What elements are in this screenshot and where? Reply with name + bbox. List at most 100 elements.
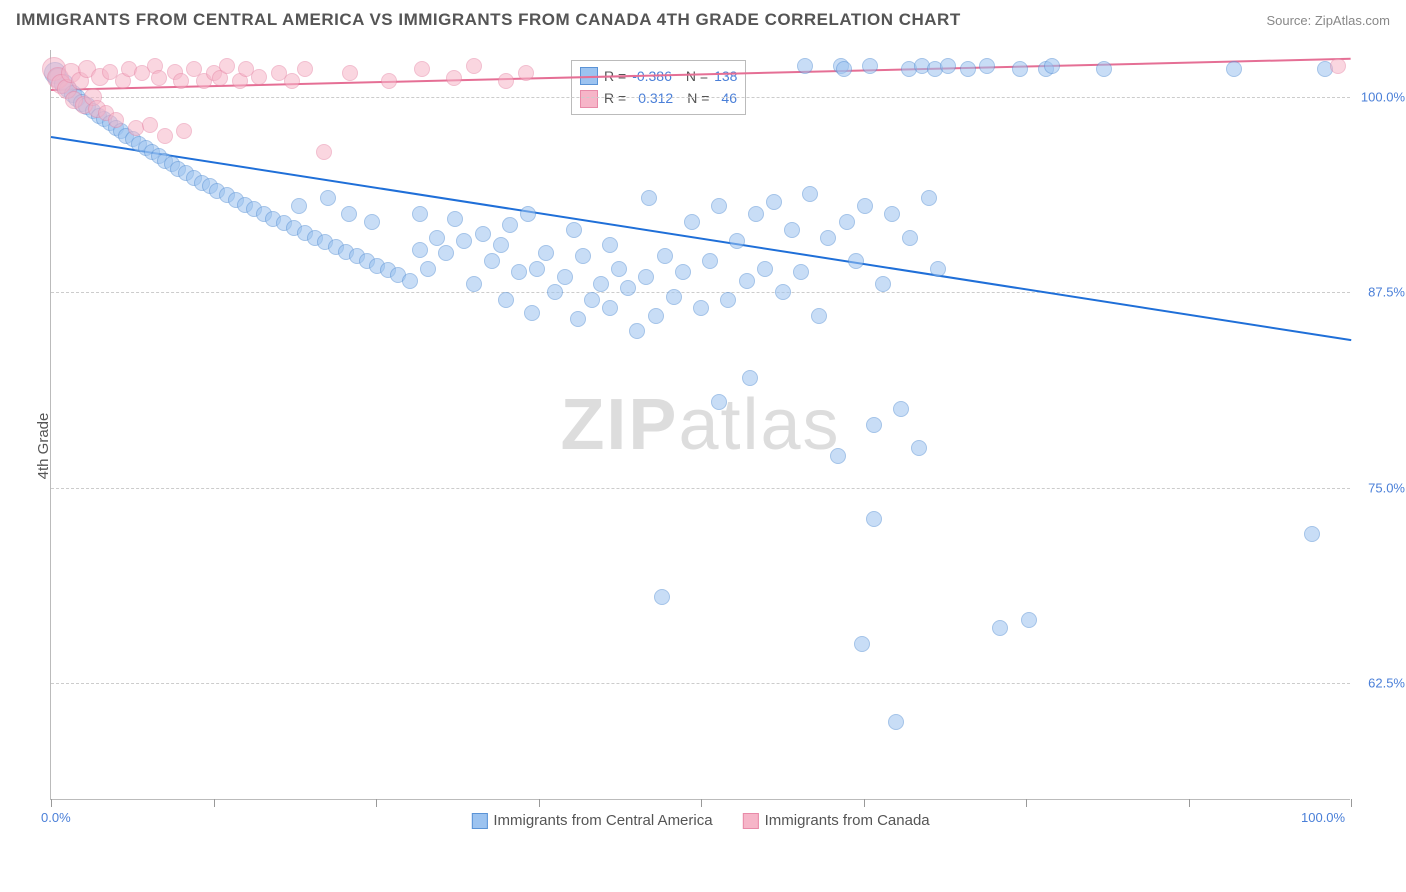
data-point: [830, 448, 846, 464]
data-point: [857, 198, 873, 214]
data-point: [602, 237, 618, 253]
data-point: [498, 73, 514, 89]
data-point: [979, 58, 995, 74]
data-point: [566, 222, 582, 238]
stats-legend-box: R = -0.386 N = 138 R = 0.312 N = 46: [571, 60, 746, 115]
data-point: [284, 73, 300, 89]
data-point: [720, 292, 736, 308]
data-point: [602, 300, 618, 316]
data-point: [684, 214, 700, 230]
x-tick: [701, 799, 702, 807]
data-point: [611, 261, 627, 277]
data-point: [219, 58, 235, 74]
data-point: [341, 206, 357, 222]
x-tick: [51, 799, 52, 807]
data-point: [524, 305, 540, 321]
legend-swatch-1: [471, 813, 487, 829]
data-point: [173, 73, 189, 89]
data-point: [1304, 526, 1320, 542]
data-point: [498, 292, 514, 308]
watermark: ZIPatlas: [560, 384, 840, 466]
data-point: [711, 198, 727, 214]
x-tick-label: 100.0%: [1301, 810, 1345, 825]
n-label-1: N =: [686, 65, 708, 87]
data-point: [836, 61, 852, 77]
data-point: [466, 58, 482, 74]
data-point: [739, 273, 755, 289]
data-point: [775, 284, 791, 300]
source-link[interactable]: ZipAtlas.com: [1315, 13, 1390, 28]
data-point: [866, 511, 882, 527]
data-point: [893, 401, 909, 417]
data-point: [960, 61, 976, 77]
data-point: [412, 206, 428, 222]
x-tick: [1026, 799, 1027, 807]
data-point: [675, 264, 691, 280]
data-point: [797, 58, 813, 74]
y-tick-label: 75.0%: [1368, 480, 1405, 495]
watermark-atlas: atlas: [678, 385, 840, 465]
x-tick: [214, 799, 215, 807]
y-tick-label: 87.5%: [1368, 285, 1405, 300]
data-point: [839, 214, 855, 230]
gridline: [51, 292, 1350, 293]
data-point: [862, 58, 878, 74]
data-point: [420, 261, 436, 277]
data-point: [657, 248, 673, 264]
r-label-2: R =: [604, 87, 626, 109]
data-point: [402, 273, 418, 289]
data-point: [729, 233, 745, 249]
chart-header: IMMIGRANTS FROM CENTRAL AMERICA VS IMMIG…: [16, 10, 1390, 30]
data-point: [888, 714, 904, 730]
data-point: [108, 112, 124, 128]
legend-item-series2: Immigrants from Canada: [743, 812, 930, 829]
data-point: [538, 245, 554, 261]
data-point: [518, 65, 534, 81]
data-point: [748, 206, 764, 222]
data-point: [446, 70, 462, 86]
data-point: [1044, 58, 1060, 74]
stats-row-series2: R = 0.312 N = 46: [580, 87, 737, 109]
data-point: [1096, 61, 1112, 77]
data-point: [466, 276, 482, 292]
data-point: [251, 69, 267, 85]
swatch-series2: [580, 90, 598, 108]
x-tick: [376, 799, 377, 807]
watermark-zip: ZIP: [560, 385, 678, 465]
data-point: [142, 117, 158, 133]
data-point: [811, 308, 827, 324]
data-point: [438, 245, 454, 261]
data-point: [456, 233, 472, 249]
data-point: [297, 61, 313, 77]
data-point: [654, 589, 670, 605]
legend-label-1: Immigrants from Central America: [493, 812, 712, 829]
data-point: [711, 394, 727, 410]
data-point: [648, 308, 664, 324]
data-point: [429, 230, 445, 246]
y-tick-label: 62.5%: [1368, 675, 1405, 690]
x-tick: [1189, 799, 1190, 807]
data-point: [641, 190, 657, 206]
data-point: [921, 190, 937, 206]
data-point: [629, 323, 645, 339]
data-point: [930, 261, 946, 277]
data-point: [381, 73, 397, 89]
data-point: [570, 311, 586, 327]
gridline: [51, 683, 1350, 684]
data-point: [412, 242, 428, 258]
data-point: [151, 70, 167, 86]
n-value-2: 46: [721, 87, 737, 109]
data-point: [493, 237, 509, 253]
data-point: [1012, 61, 1028, 77]
x-tick: [1351, 799, 1352, 807]
source-prefix: Source:: [1266, 13, 1314, 28]
x-tick-label: 0.0%: [41, 810, 71, 825]
legend-item-series1: Immigrants from Central America: [471, 812, 712, 829]
data-point: [320, 190, 336, 206]
data-point: [742, 370, 758, 386]
data-point: [529, 261, 545, 277]
data-point: [575, 248, 591, 264]
legend-label-2: Immigrants from Canada: [765, 812, 930, 829]
data-point: [475, 226, 491, 242]
gridline: [51, 97, 1350, 98]
